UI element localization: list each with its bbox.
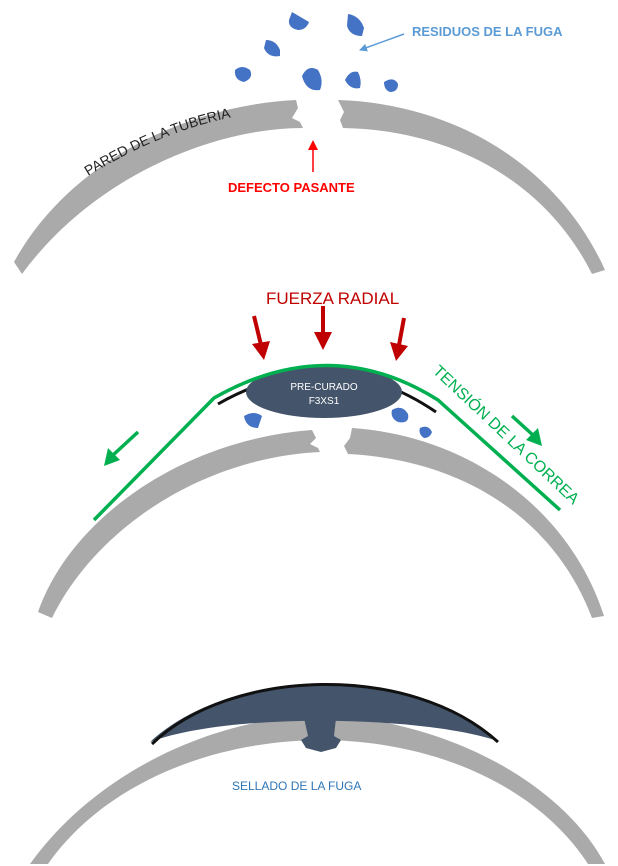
tension-belt bbox=[92, 363, 562, 522]
tension-arrow-right bbox=[510, 414, 542, 446]
panel-leak-defect: RESIDUOS DE LA FUGA PARED DE LA TUBERIA … bbox=[14, 12, 605, 274]
debris-drop bbox=[384, 79, 398, 92]
debris-drop bbox=[264, 40, 280, 57]
debris-drop bbox=[244, 413, 262, 428]
panel-sealed-leak: SELLADO DE LA FUGA bbox=[30, 682, 605, 864]
patch-label-line2: F3XS1 bbox=[309, 396, 340, 407]
debris-drop bbox=[391, 407, 409, 423]
debris-drop bbox=[345, 71, 361, 89]
leak-debris bbox=[234, 12, 398, 92]
defect-label: DEFECTO PASANTE bbox=[228, 180, 355, 195]
force-arrow bbox=[390, 317, 408, 361]
seal-label: SELLADO DE LA FUGA bbox=[232, 779, 361, 793]
debris-label: RESIDUOS DE LA FUGA bbox=[412, 24, 563, 39]
trapped-debris bbox=[244, 407, 432, 438]
pipe-wall-right bbox=[344, 428, 604, 618]
debris-drop bbox=[302, 68, 322, 91]
leak-plug bbox=[301, 718, 341, 752]
force-arrow bbox=[314, 306, 332, 350]
force-arrow bbox=[252, 315, 270, 360]
debris-drop bbox=[288, 12, 309, 30]
pipe-wall-left bbox=[14, 100, 303, 274]
debris-drop bbox=[234, 67, 252, 82]
debris-drop bbox=[347, 14, 364, 36]
tension-arrow-left bbox=[104, 430, 140, 466]
radial-force-arrows bbox=[252, 306, 408, 361]
panel-patch-application: FUERZA RADIAL PRE-CURADO F3XS1 bbox=[38, 289, 604, 618]
radial-force-label: FUERZA RADIAL bbox=[266, 289, 399, 308]
pipe-wall-right bbox=[338, 100, 605, 274]
pipe-wall-sealed bbox=[30, 715, 605, 864]
debris-drop bbox=[419, 426, 432, 438]
patch-label-line1: PRE-CURADO bbox=[290, 382, 357, 393]
precured-patch bbox=[246, 366, 402, 418]
tension-arrows bbox=[104, 414, 542, 466]
belt-black-layer bbox=[150, 682, 500, 746]
pipe-wall-left bbox=[38, 430, 320, 618]
debris-pointer-arrow bbox=[359, 33, 405, 52]
